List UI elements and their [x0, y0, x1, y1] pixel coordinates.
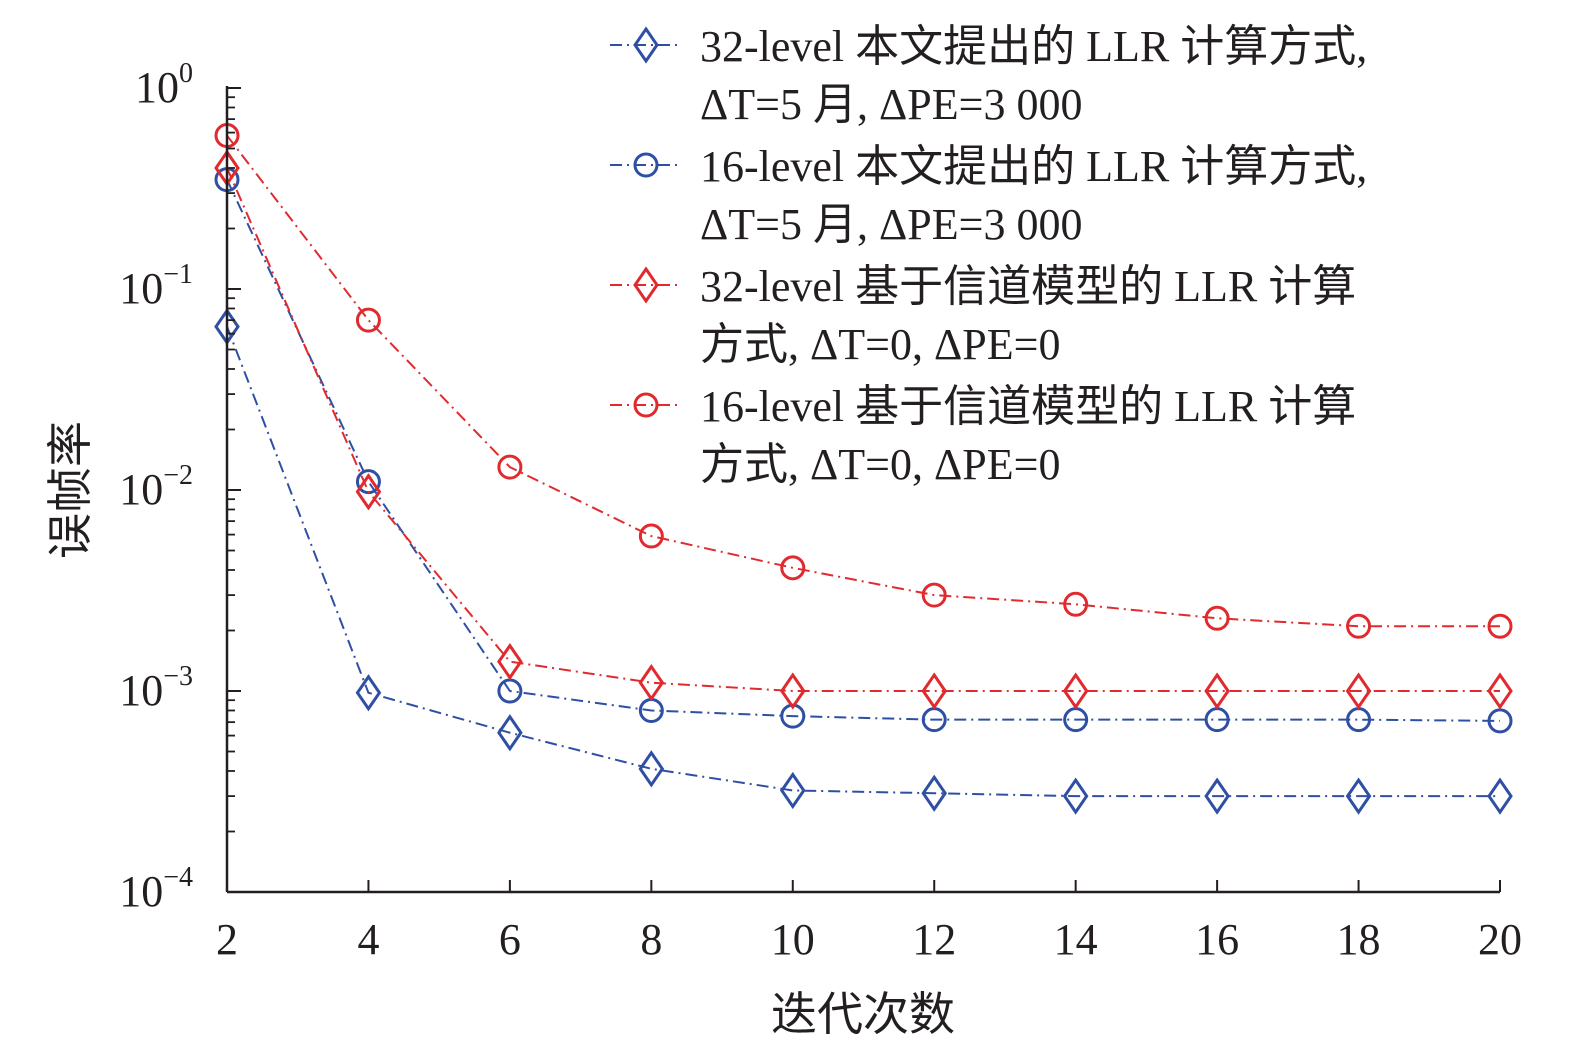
legend-entry-1: 32-level 本文提出的 LLR 计算方式, ΔT=5 月, ΔPE=3 00…	[610, 22, 1367, 129]
x-tick-label: 8	[640, 915, 662, 964]
data-point	[1345, 777, 1372, 815]
x-tick-label: 12	[912, 915, 956, 964]
data-point	[355, 473, 382, 511]
data-point	[638, 523, 664, 549]
legend-marker	[633, 266, 659, 304]
data-point	[497, 642, 523, 681]
data-point	[1487, 672, 1513, 710]
series-3	[214, 149, 1513, 710]
data-point	[1063, 591, 1089, 617]
y-axis-title: 误帧率	[43, 421, 97, 559]
legend-label: 方式, ΔT=0, ΔPE=0	[700, 320, 1060, 369]
legend-label: ΔT=5 月, ΔPE=3 000	[700, 200, 1082, 249]
data-point	[638, 664, 665, 702]
y-tick-label: 10−4	[119, 862, 193, 916]
legend-label: ΔT=5 月, ΔPE=3 000	[700, 80, 1082, 129]
series-line	[226, 134, 1500, 628]
data-point	[921, 672, 948, 710]
legend-marker	[633, 392, 659, 418]
x-tick-label: 2	[216, 915, 238, 964]
data-point	[1204, 777, 1230, 815]
data-point	[779, 672, 806, 710]
x-tick-label: 20	[1478, 915, 1522, 964]
data-point	[1487, 708, 1513, 734]
x-tick-label: 14	[1054, 915, 1098, 964]
series-line	[226, 326, 1500, 798]
data-point	[921, 774, 948, 812]
series-line	[226, 179, 1501, 722]
legend-label: 32-level 本文提出的 LLR 计算方式,	[700, 22, 1367, 71]
series-line	[226, 167, 1500, 692]
data-point	[779, 771, 806, 810]
x-tick-label: 10	[771, 915, 815, 964]
y-tick-label: 10−1	[119, 259, 193, 313]
legend-label: 32-level 基于信道模型的 LLR 计算	[700, 262, 1356, 311]
legend-label: 16-level 基于信道模型的 LLR 计算	[700, 382, 1356, 431]
data-point	[497, 714, 523, 752]
axes: 2 4 6 8 10 12 14 16 18 20 100 10−1 10−2 10−3 10−4	[119, 58, 1522, 964]
y-tick-label: 10−3	[119, 661, 193, 715]
x-axis-title: 迭代次数	[771, 987, 955, 1041]
series-4	[214, 123, 1513, 639]
legend: 32-level 本文提出的 LLR 计算方式, ΔT=5 月, ΔPE=3 00…	[610, 22, 1367, 489]
data-point	[1346, 613, 1372, 639]
y-tick-label: 100	[135, 58, 193, 112]
legend-label: 方式, ΔT=0, ΔPE=0	[700, 440, 1060, 489]
data-point	[1062, 672, 1089, 710]
legend-entry-3: 32-level 基于信道模型的 LLR 计算方式, ΔT=0, ΔPE=0	[610, 262, 1356, 369]
data-point	[780, 555, 806, 581]
data-point	[638, 750, 665, 788]
legend-entry-2: 16-level 本文提出的 LLR 计算方式, ΔT=5 月, ΔPE=3 00…	[610, 142, 1367, 249]
data-point	[1062, 777, 1089, 815]
data-point	[355, 674, 382, 712]
data-point	[1487, 777, 1513, 815]
data-point	[497, 454, 523, 480]
data-point	[355, 307, 381, 333]
data-point	[921, 582, 947, 608]
data-point	[1204, 605, 1230, 631]
series-1	[214, 307, 1513, 815]
legend-entry-4: 16-level 基于信道模型的 LLR 计算方式, ΔT=0, ΔPE=0	[610, 382, 1356, 489]
y-tick-label: 10−2	[119, 460, 193, 514]
x-tick-label: 18	[1337, 915, 1381, 964]
x-tick-label: 6	[499, 915, 521, 964]
x-tick-label: 16	[1195, 915, 1239, 964]
x-tick-label: 4	[357, 915, 379, 964]
legend-marker	[633, 26, 659, 64]
data-point	[1204, 672, 1230, 710]
legend-marker	[633, 152, 659, 178]
data-point	[1487, 613, 1513, 639]
data-point	[1345, 672, 1372, 710]
legend-label: 16-level 本文提出的 LLR 计算方式,	[700, 142, 1367, 191]
